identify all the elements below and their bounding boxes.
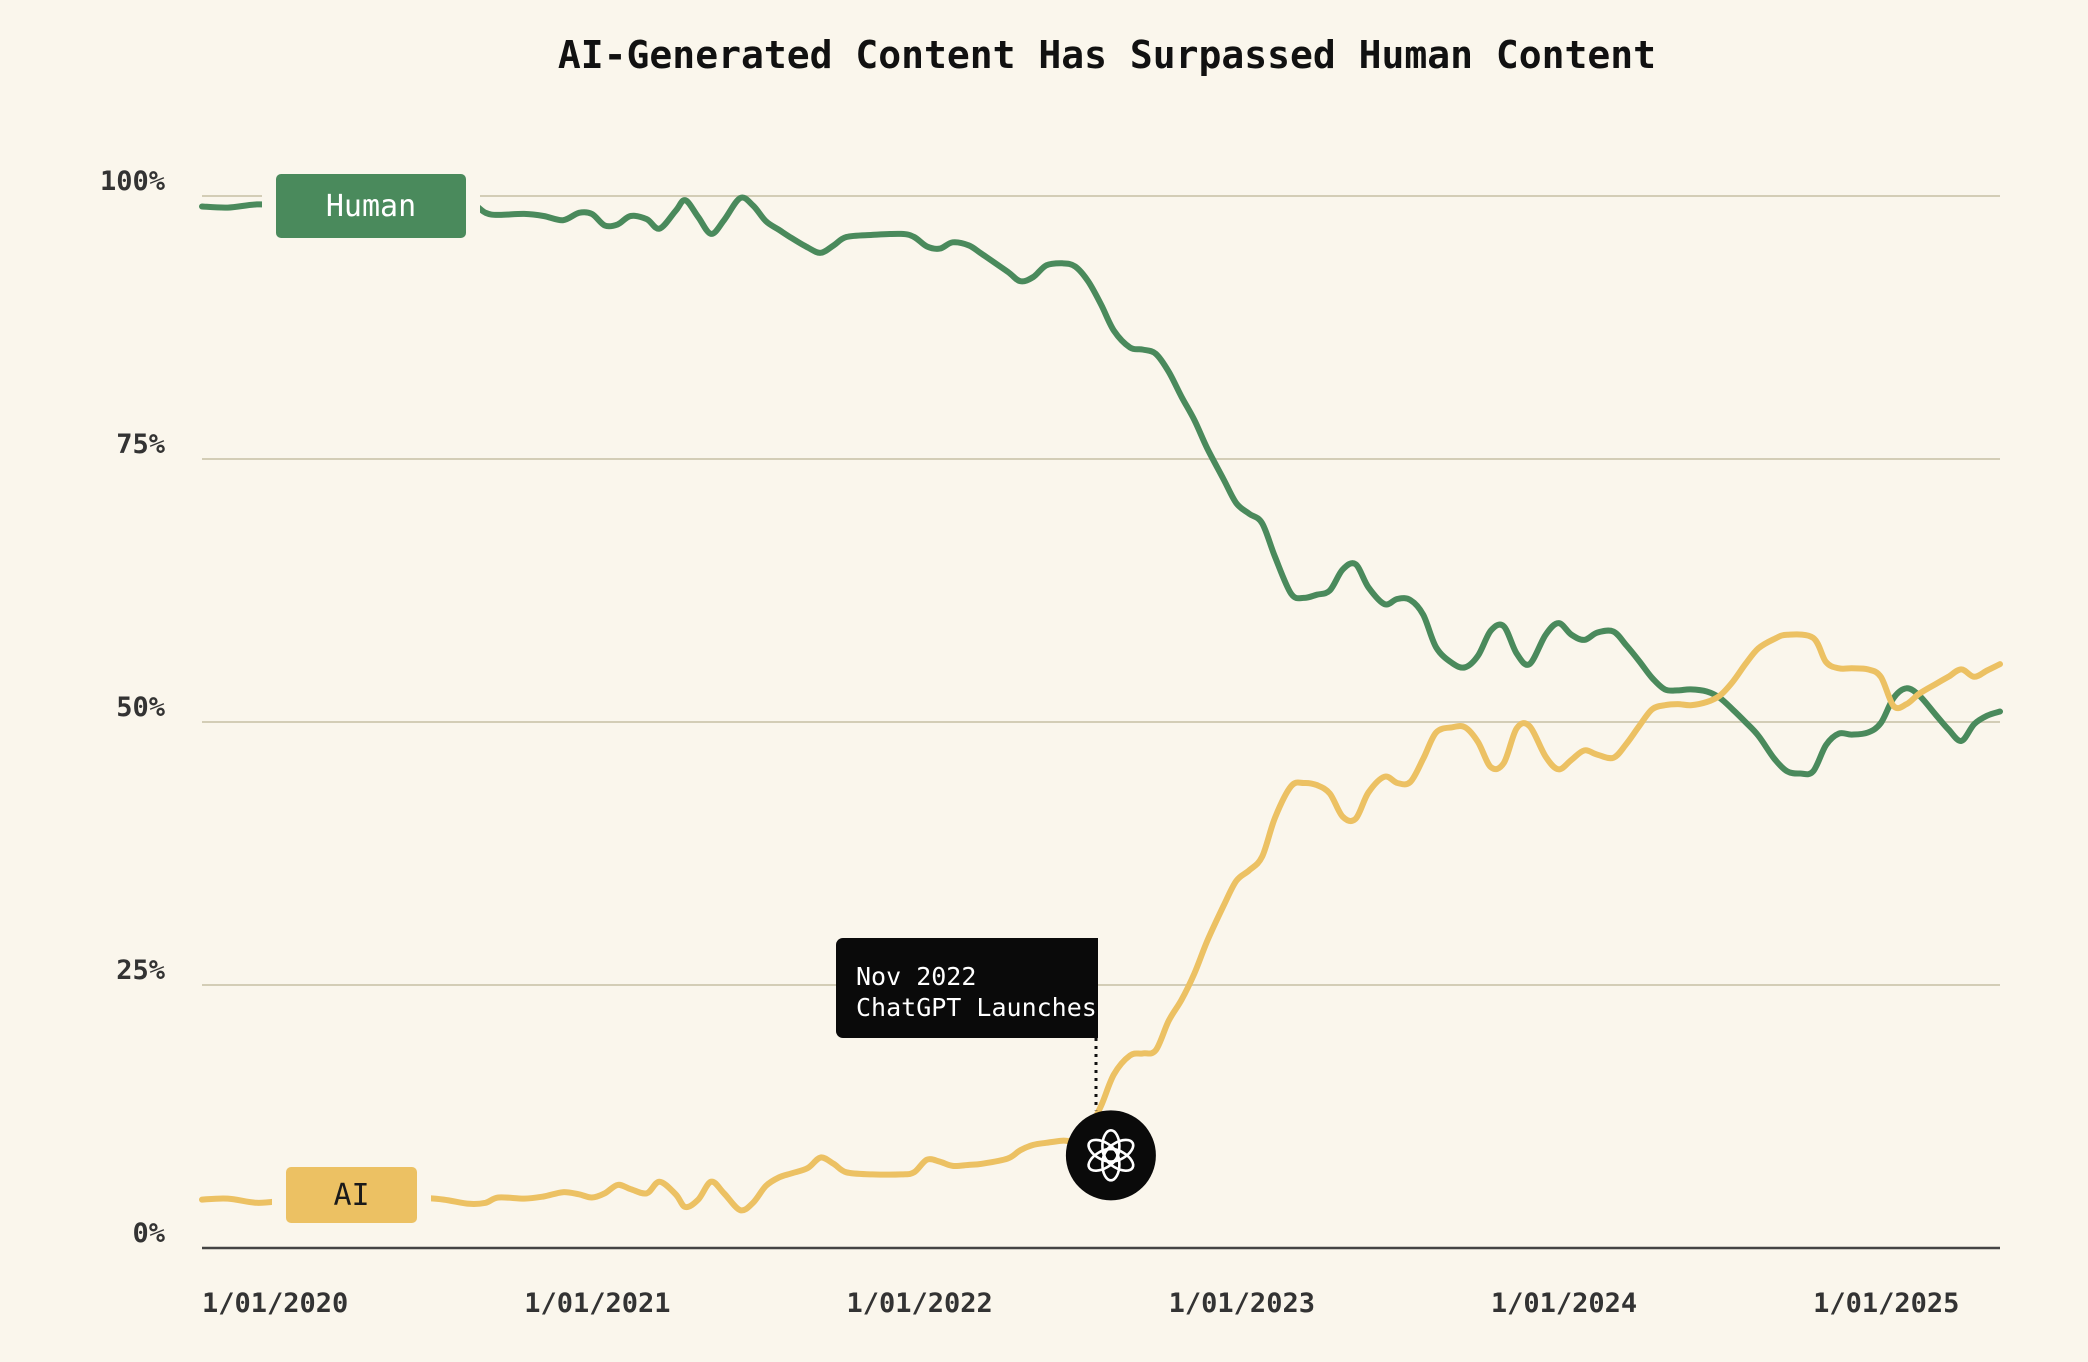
annotation-line-1: Nov 2022 [856,962,976,991]
series-labels: Human AI [262,168,480,1229]
x-tick-label-2022: 1/01/2022 [846,1288,992,1319]
annotation-line-2: ChatGPT Launches [856,993,1097,1022]
series-label-human: Human [262,168,480,244]
y-tick-label-25: 25% [116,955,166,986]
series-label-text-ai: AI [333,1178,369,1213]
x-tick-label-2024: 1/01/2024 [1491,1288,1637,1319]
chart-title: AI-Generated Content Has Surpassed Human… [558,33,1656,77]
x-tick-label-2020: 1/01/2020 [202,1288,348,1319]
y-tick-label-100: 100% [100,166,166,197]
y-tick-label-75: 75% [116,429,166,460]
openai-logo-icon [1065,1110,1156,1201]
x-tick-label-2025: 1/01/2025 [1813,1288,1959,1319]
y-tick-label-0: 0% [132,1218,165,1249]
series-line-human [199,194,2003,778]
annotation-box [836,938,1098,1038]
y-tick-label-50: 50% [116,692,166,723]
x-tick-label-2023: 1/01/2023 [1169,1288,1315,1319]
gridlines [202,195,2000,1250]
series-label-text-human: Human [326,189,416,224]
series-label-ai: AI [272,1161,431,1229]
y-axis-tick-labels: 0% 25% 50% 75% 100% [100,166,166,1249]
series-line-ai [199,631,2003,1214]
x-tick-label-2021: 1/01/2021 [524,1288,670,1319]
x-axis-tick-labels: 1/01/2020 1/01/2021 1/01/2022 1/01/2023 1/01… [202,1288,1959,1319]
series-lines [199,194,2003,1214]
